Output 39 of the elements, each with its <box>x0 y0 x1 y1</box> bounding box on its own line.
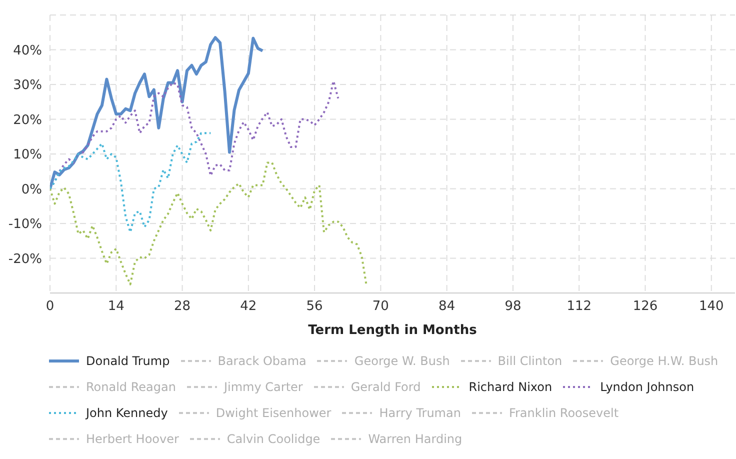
x-tick-label: 14 <box>108 299 124 314</box>
legend-label: Franklin Roosevelt <box>508 405 619 421</box>
legend-label: John Kennedy <box>86 405 168 421</box>
legend-label: Calvin Coolidge <box>226 431 320 447</box>
legend-label: Ronald Reagan <box>86 379 176 395</box>
legend-label: Jimmy Carter <box>224 379 303 395</box>
legend-label: Warren Harding <box>368 431 462 447</box>
x-tick-label: 140 <box>698 299 724 314</box>
line-series <box>50 162 368 288</box>
x-tick-label: 70 <box>372 299 389 314</box>
legend-label: Gerald Ford <box>350 379 421 395</box>
x-tick-label: 42 <box>240 299 257 314</box>
y-tick-label: -10% <box>8 217 42 232</box>
y-tick-label: -20% <box>8 252 42 267</box>
legend-label: Bill Clinton <box>498 353 562 369</box>
legend-label: Donald Trump <box>86 353 170 369</box>
line-series <box>50 132 212 234</box>
y-tick-label: 20% <box>13 112 42 128</box>
x-tick-label: 0 <box>46 299 54 314</box>
y-tick-label: 0% <box>21 182 42 198</box>
y-tick-label: 40% <box>13 43 42 58</box>
y-tick-label: 30% <box>13 78 42 94</box>
x-axis-title: Term Length in Months <box>308 323 478 338</box>
line-series <box>50 36 264 190</box>
x-tick-label: 84 <box>438 299 456 314</box>
x-tick-label: 98 <box>504 299 522 314</box>
legend-label: Herbert Hoover <box>86 431 179 447</box>
x-tick-label: 28 <box>174 299 191 314</box>
legend-label: George W. Bush <box>354 353 450 369</box>
legend-label: George H.W. Bush <box>610 353 718 369</box>
legend-label: Lyndon Johnson <box>600 379 694 395</box>
x-tick-label: 126 <box>632 299 658 314</box>
legend-label: Richard Nixon <box>468 379 552 395</box>
x-tick-label: 56 <box>306 299 323 314</box>
x-tick-label: 112 <box>566 299 592 314</box>
legend-label: Barack Obama <box>218 353 306 369</box>
y-tick-label: 10% <box>13 148 42 163</box>
legend-label: Dwight Eisenhower <box>216 405 332 421</box>
legend-label: Harry Truman <box>379 405 461 421</box>
